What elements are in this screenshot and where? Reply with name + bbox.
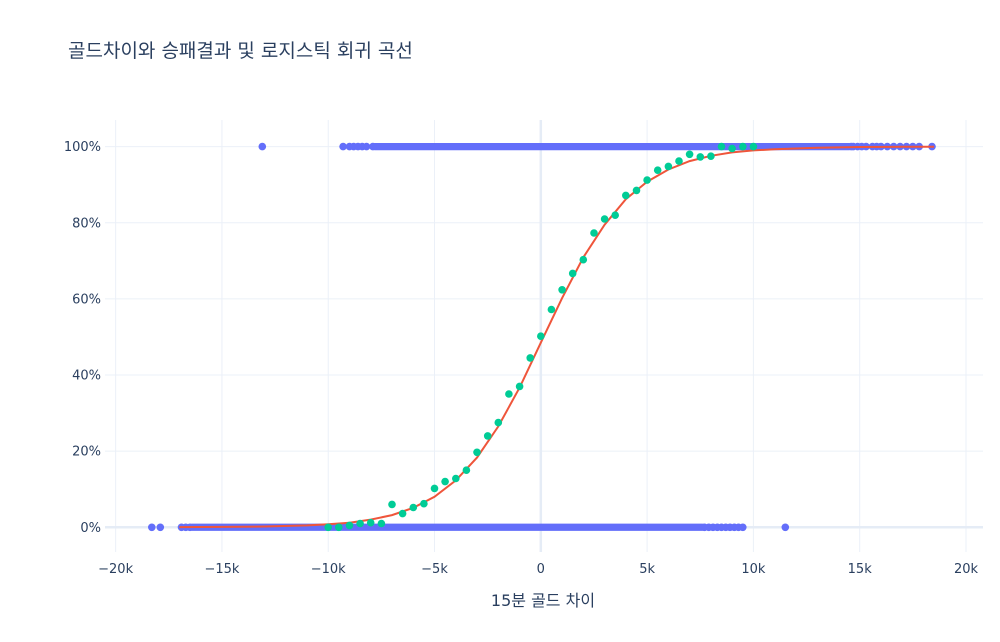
binned-win-rate-point[interactable]: [356, 519, 364, 528]
grid-layer: [105, 120, 983, 552]
x-tick-label: 20k: [954, 562, 979, 577]
x-tick-label: 15k: [848, 562, 873, 577]
binned-win-rate-point[interactable]: [441, 477, 449, 486]
binned-win-rate-point[interactable]: [483, 432, 492, 440]
binned-win-rate-point[interactable]: [335, 523, 343, 532]
binned-win-rate-point[interactable]: [653, 166, 662, 174]
binned-win-rate-point[interactable]: [728, 144, 736, 153]
binned-win-rate-point[interactable]: [707, 152, 715, 160]
x-tick-label: −5k: [421, 562, 448, 577]
binned-win-rate-point[interactable]: [324, 523, 333, 532]
binned-win-rate-point[interactable]: [739, 142, 747, 151]
y-tick-label: 40%: [72, 369, 101, 384]
binned-win-rate-point[interactable]: [345, 521, 354, 530]
binned-win-rate-point[interactable]: [685, 150, 694, 159]
binned-win-rate-point[interactable]: [696, 153, 705, 161]
x-tick-label: 5k: [639, 562, 655, 577]
series-binned-win-rate[interactable]: [324, 142, 758, 532]
binned-win-rate-point[interactable]: [505, 390, 513, 398]
binned-win-rate-point[interactable]: [377, 519, 386, 528]
binned-win-rate-point[interactable]: [473, 448, 481, 457]
binned-win-rate-point[interactable]: [622, 191, 630, 200]
x-axis-ticks: −20k −15k −10k −5k 0 5k 10k 15k 20k: [98, 562, 978, 577]
binned-win-rate-point[interactable]: [388, 500, 396, 509]
outcome-losses-point[interactable]: [148, 523, 156, 532]
binned-win-rate-point[interactable]: [611, 211, 619, 219]
y-tick-label: 60%: [72, 292, 101, 307]
binned-win-rate-point[interactable]: [409, 503, 418, 512]
logistic-curve-line[interactable]: [179, 145, 935, 529]
binned-win-rate-point[interactable]: [420, 499, 428, 508]
outcome-wins-point[interactable]: [258, 142, 267, 151]
x-tick-label: 0: [537, 562, 545, 577]
binned-win-rate-point[interactable]: [664, 162, 673, 171]
chart-title: 골드차이와 승패결과 및 로지스틱 회귀 곡선: [68, 40, 413, 62]
series-logistic-curve[interactable]: [179, 145, 935, 529]
outcome-wins-point[interactable]: [339, 142, 347, 151]
binned-win-rate-point[interactable]: [515, 382, 524, 391]
outcome-wins-point[interactable]: [369, 142, 377, 151]
binned-win-rate-point[interactable]: [547, 305, 556, 314]
x-tick-label: −10k: [311, 562, 346, 577]
y-tick-label: 0%: [80, 521, 101, 536]
binned-win-rate-point[interactable]: [717, 142, 726, 151]
binned-win-rate-point[interactable]: [632, 186, 641, 195]
y-tick-label: 20%: [72, 445, 101, 460]
x-axis-title: 15분 골드 차이: [491, 591, 595, 610]
y-axis-ticks: 0% 20% 40% 60% 80% 100%: [64, 140, 101, 536]
y-tick-label: 80%: [72, 216, 101, 231]
binned-win-rate-point[interactable]: [526, 354, 534, 362]
binned-win-rate-point[interactable]: [590, 229, 598, 237]
binned-win-rate-point[interactable]: [749, 142, 758, 151]
series-outcome-losses[interactable]: [148, 523, 790, 532]
binned-win-rate-point[interactable]: [494, 418, 503, 427]
binned-win-rate-point[interactable]: [675, 157, 683, 165]
outcome-losses-point[interactable]: [739, 523, 747, 532]
binned-win-rate-point[interactable]: [462, 466, 471, 475]
binned-win-rate-point[interactable]: [643, 176, 651, 184]
binned-win-rate-point[interactable]: [452, 474, 460, 483]
binned-win-rate-point[interactable]: [366, 518, 375, 527]
y-tick-label: 100%: [64, 140, 101, 155]
binned-win-rate-point[interactable]: [398, 509, 407, 518]
binned-win-rate-point[interactable]: [558, 286, 566, 294]
x-tick-label: −15k: [204, 562, 239, 577]
x-tick-label: 10k: [741, 562, 766, 577]
binned-win-rate-point[interactable]: [537, 332, 545, 341]
binned-win-rate-point[interactable]: [430, 484, 439, 493]
binned-win-rate-point[interactable]: [600, 215, 609, 223]
outcome-wins-point[interactable]: [362, 142, 371, 151]
x-tick-label: −20k: [98, 562, 133, 577]
binned-win-rate-point[interactable]: [568, 269, 577, 278]
binned-win-rate-point[interactable]: [579, 255, 588, 264]
outcome-losses-point[interactable]: [781, 523, 790, 532]
outcome-losses-point[interactable]: [156, 523, 165, 532]
